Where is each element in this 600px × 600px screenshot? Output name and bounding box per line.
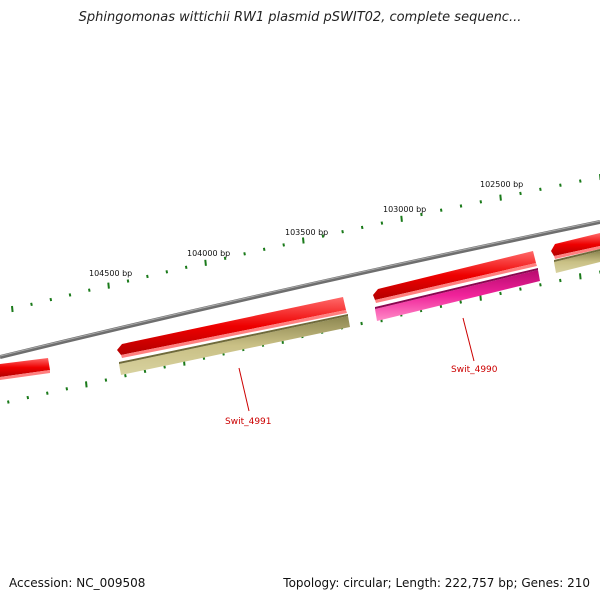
gene-label-swit-4991[interactable]: Swit_4991: [225, 417, 272, 427]
ruler-major-tick: [11, 305, 14, 313]
ruler-minor-tick: [7, 400, 10, 404]
ruler-major-tick: [479, 294, 482, 301]
ruler-minor-tick: [459, 204, 463, 208]
ruler-major-tick: [204, 259, 207, 266]
ruler-label-103000: 103000 bp: [383, 205, 426, 214]
ruler-minor-tick: [380, 221, 384, 225]
ruler-label-103500: 103500 bp: [285, 228, 328, 237]
ruler-minor-tick: [559, 278, 562, 283]
inner-ruler: [7, 270, 600, 404]
feature-red-swit-4990-upper[interactable]: [373, 251, 537, 303]
ruler-minor-tick: [360, 225, 364, 230]
ruler-major-tick: [400, 215, 403, 222]
feature-red-swit-4991-upper[interactable]: [117, 297, 347, 358]
ruler-minor-tick: [165, 270, 169, 274]
ruler-minor-tick: [341, 230, 344, 234]
ruler-label-104000: 104000 bp: [187, 249, 230, 258]
ruler-major-tick: [499, 194, 502, 201]
ruler-minor-tick: [124, 374, 127, 378]
ruler-major-tick: [579, 273, 582, 280]
ruler-minor-tick: [360, 321, 363, 326]
ruler-major-tick: [85, 381, 88, 388]
ruler-minor-tick: [88, 288, 91, 292]
ruler-minor-tick: [65, 387, 69, 391]
ruler-minor-tick: [519, 287, 522, 291]
feature-red-left[interactable]: [0, 358, 50, 380]
ruler-minor-tick: [68, 293, 72, 297]
feature-magenta-swit-4990[interactable]: [375, 268, 540, 321]
summary-text: Topology: circular; Length: 222,757 bp; …: [283, 576, 590, 590]
backbone-line: [0, 220, 600, 359]
ruler-minor-tick: [184, 265, 188, 269]
ruler-minor-tick: [143, 369, 147, 373]
ruler-label-102500: 102500 bp: [480, 180, 523, 189]
ruler-minor-tick: [479, 200, 483, 204]
feature-red-right[interactable]: [551, 233, 600, 259]
accession-text: Accession: NC_009508: [9, 576, 146, 590]
ruler-minor-tick: [539, 187, 542, 191]
leader-line-swit-4991: [238, 367, 250, 412]
ruler-minor-tick: [243, 252, 246, 256]
ruler-minor-tick: [223, 256, 227, 260]
ruler-minor-tick: [262, 247, 266, 251]
ruler-minor-tick: [126, 279, 130, 283]
outer-ruler: [11, 174, 600, 313]
ruler-minor-tick: [579, 179, 582, 183]
ruler-minor-tick: [49, 297, 53, 302]
ruler-minor-tick: [539, 283, 542, 287]
ruler-minor-tick: [519, 191, 522, 196]
ruler-minor-tick: [439, 208, 443, 212]
ruler-minor-tick: [420, 212, 423, 217]
ruler-minor-tick: [26, 395, 30, 400]
ruler-minor-tick: [499, 291, 502, 296]
feature-olive-right[interactable]: [554, 249, 600, 273]
ruler-minor-tick: [282, 243, 285, 247]
map-title: Sphingomonas wittichii RW1 plasmid pSWIT…: [78, 10, 522, 25]
ruler-minor-tick: [559, 183, 562, 187]
ruler-minor-tick: [30, 302, 33, 306]
ruler-minor-tick: [46, 391, 49, 395]
ruler-label-104500: 104500 bp: [89, 269, 132, 278]
ruler-major-tick: [302, 237, 305, 244]
backbone-highlight: [0, 220, 600, 357]
leader-line-swit-4990: [462, 317, 475, 362]
ruler-minor-tick: [459, 300, 462, 304]
ruler-minor-tick: [321, 234, 325, 238]
gene-label-swit-4990[interactable]: Swit_4990: [451, 365, 498, 375]
ruler-minor-tick: [146, 274, 149, 279]
ruler-major-tick: [107, 282, 110, 289]
ruler-minor-tick: [104, 378, 108, 382]
feature-olive-swit-4991[interactable]: [119, 314, 350, 375]
